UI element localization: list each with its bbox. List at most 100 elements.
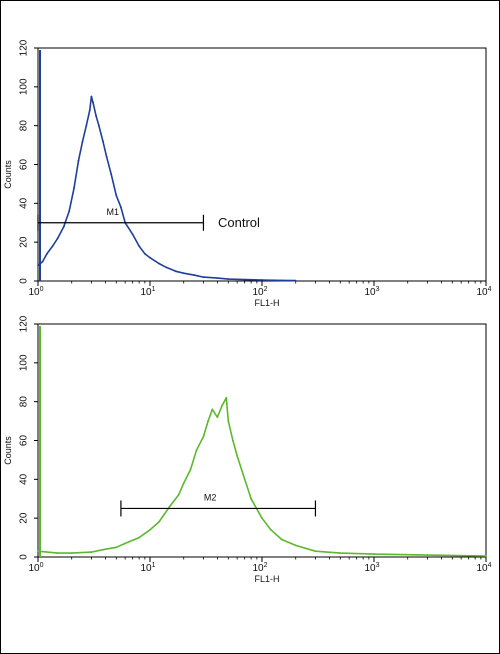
histogram-point [280, 279, 283, 282]
histogram-point [174, 270, 177, 273]
histogram-point [373, 553, 375, 555]
histogram-point [115, 546, 118, 549]
histogram-point [426, 554, 429, 556]
histogram-point [68, 210, 71, 213]
histogram-point [157, 262, 160, 265]
y-tick-label: 0 [19, 278, 30, 284]
histogram-point [149, 256, 151, 259]
histogram-point [195, 449, 198, 452]
histogram-point [88, 109, 91, 112]
y-tick-label: 100 [19, 78, 30, 95]
histogram-panel-1: 0 20 40 60 80 100 120 100 101 102 103 104 FL1-H Count… [3, 39, 492, 308]
histogram-point [56, 552, 59, 555]
histogram-point [45, 252, 48, 255]
histogram-point [189, 468, 192, 471]
histogram-point [110, 173, 113, 176]
histogram-point [92, 101, 94, 104]
histogram-point [202, 276, 205, 279]
plot-area-border [37, 47, 487, 282]
histogram-point [193, 274, 196, 277]
y-tick-label: 80 [19, 120, 30, 132]
gate-label: M2 [204, 492, 217, 502]
x-tick-label: 102 [252, 562, 267, 574]
histogram-point [37, 550, 39, 553]
y-tick-label: 120 [19, 315, 30, 332]
x-tick-label: 102 [252, 286, 267, 298]
histogram-point [202, 435, 205, 438]
y-tick-label: 40 [19, 473, 30, 485]
histogram-point [182, 272, 185, 275]
histogram-point [62, 225, 65, 228]
histogram-point [138, 245, 141, 247]
histogram-point [37, 264, 39, 267]
x-tick-label: 100 [28, 286, 43, 298]
histogram-point [165, 266, 168, 269]
histogram-point [105, 155, 108, 158]
y-tick-label: 20 [19, 512, 30, 524]
histogram-point [168, 505, 171, 508]
y-tick-label: 20 [19, 236, 30, 248]
histogram-point [314, 550, 317, 553]
histogram-point [131, 233, 134, 236]
gate-label: M1 [106, 207, 119, 217]
histogram-series-line [37, 396, 487, 557]
histogram-point [120, 206, 122, 209]
histogram-point [115, 194, 118, 197]
histogram-point [81, 140, 84, 143]
x-tick-label: 100 [28, 562, 43, 574]
histogram-point [243, 478, 246, 481]
histogram-point [216, 416, 219, 419]
histogram-point [124, 542, 127, 545]
histogram-point [56, 237, 59, 240]
histogram-point [269, 528, 272, 531]
histogram-point [232, 439, 234, 442]
histogram-point [236, 455, 239, 457]
histogram-point [41, 260, 44, 263]
histogram-point [261, 279, 263, 281]
histogram-point [138, 536, 141, 539]
y-tick-label: 100 [19, 354, 30, 371]
x-axis-label: FL1-H [254, 574, 279, 584]
y-axis-label: Counts [3, 436, 13, 465]
x-tick-label: 103 [364, 562, 379, 574]
histogram-point [243, 278, 246, 281]
histogram-point [90, 551, 93, 554]
histogram-point [485, 555, 487, 557]
histogram-point [207, 420, 209, 422]
x-tick-label: 104 [476, 562, 491, 574]
histogram-point [182, 482, 185, 485]
histogram-point [149, 528, 151, 531]
histogram-point [227, 278, 230, 280]
histogram-point [177, 493, 180, 496]
histogram-point [85, 124, 88, 127]
histogram-point [70, 552, 73, 555]
histogram-point [51, 245, 54, 247]
histogram-point [227, 420, 230, 422]
x-tick-label: 101 [140, 286, 155, 298]
y-tick-label: 80 [19, 396, 30, 408]
control-annotation: Control [218, 215, 260, 230]
histogram-point [250, 497, 253, 500]
histogram-panel-2: 0 20 40 60 80 100 120 100 101 102 103 104 FL1-H Count… [3, 315, 492, 584]
y-tick-label: 40 [19, 197, 30, 209]
y-tick-label: 0 [19, 554, 30, 560]
y-tick-label: 60 [19, 159, 30, 171]
histogram-point [143, 252, 146, 255]
histogram-point [98, 124, 100, 127]
histogram-point [77, 159, 80, 162]
x-axis-label: FL1-H [254, 298, 279, 308]
histogram-point [90, 95, 93, 98]
histogram-point [221, 404, 223, 407]
histogram-point [102, 140, 104, 143]
histogram-point [73, 186, 75, 189]
histogram-point [280, 538, 283, 541]
histogram-point [211, 408, 214, 411]
histogram-point [157, 521, 160, 523]
histogram-point [225, 396, 228, 399]
histogram-point [294, 279, 297, 282]
x-tick-label: 104 [476, 286, 491, 298]
histogram-point [216, 277, 219, 279]
plot-area-border [37, 323, 487, 558]
